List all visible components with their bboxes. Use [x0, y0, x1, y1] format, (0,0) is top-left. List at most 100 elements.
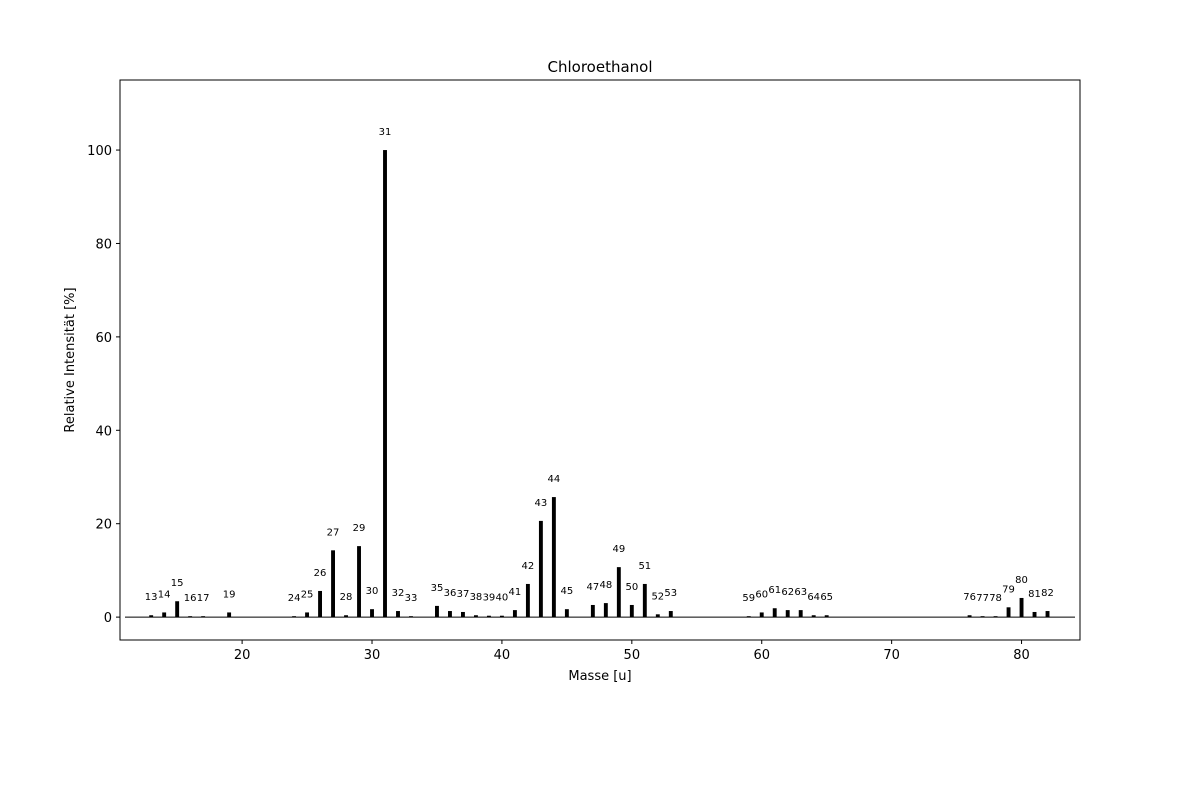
- peak-label: 28: [340, 592, 353, 603]
- peak-label: 45: [561, 586, 574, 597]
- bar: [785, 610, 790, 618]
- y-tick-label: 100: [87, 144, 112, 159]
- peak-label: 43: [535, 498, 548, 509]
- bar: [162, 612, 167, 618]
- peak-label: 59: [742, 593, 755, 604]
- bar: [344, 615, 348, 618]
- bar: [1045, 611, 1050, 618]
- peak-label: 63: [794, 587, 807, 598]
- y-tick-label: 80: [95, 237, 112, 252]
- bar: [409, 616, 413, 618]
- bar: [175, 601, 180, 618]
- peak-label: 61: [768, 585, 781, 596]
- bar: [318, 590, 323, 618]
- peak-label: 52: [651, 591, 664, 602]
- y-tick-label: 0: [104, 611, 112, 626]
- bar: [499, 615, 504, 618]
- peak-label: 31: [379, 127, 392, 138]
- bar: [993, 616, 998, 618]
- bar: [824, 615, 829, 618]
- chart-title: Chloroethanol: [548, 58, 653, 76]
- bar: [603, 603, 608, 618]
- bar: [227, 612, 232, 618]
- bar: [448, 611, 452, 618]
- bar: [461, 611, 465, 618]
- peak-label: 62: [781, 587, 794, 598]
- y-tick-label: 60: [95, 331, 112, 346]
- peak-label: 33: [405, 593, 418, 604]
- peak-label: 13: [145, 592, 158, 603]
- bar: [292, 616, 297, 618]
- peak-label: 35: [431, 583, 444, 594]
- bar: [616, 567, 621, 618]
- peak-label: 51: [638, 561, 651, 572]
- bar: [357, 546, 361, 618]
- peak-label: 44: [548, 474, 561, 485]
- peak-label: 82: [1041, 588, 1054, 599]
- peak-label: 26: [314, 568, 327, 579]
- bar: [331, 550, 335, 618]
- y-axis-label: Relative Intensität [%]: [63, 287, 78, 432]
- peak-label: 78: [989, 593, 1002, 604]
- bar: [642, 583, 647, 618]
- bar: [396, 611, 400, 618]
- x-tick-label: 50: [624, 648, 641, 663]
- peak-label: 25: [301, 589, 314, 600]
- peak-label: 77: [976, 593, 989, 604]
- peak-label: 40: [496, 593, 509, 604]
- bar: [201, 616, 206, 618]
- peak-label: 15: [171, 578, 184, 589]
- bar: [980, 616, 985, 618]
- peak-label: 17: [197, 593, 210, 604]
- peak-label: 47: [586, 582, 599, 593]
- peak-label: 41: [509, 587, 522, 598]
- bar: [538, 520, 543, 618]
- bar: [772, 608, 777, 618]
- peak-label: 38: [470, 592, 483, 603]
- bar: [564, 609, 569, 618]
- bar: [383, 150, 387, 618]
- peak-label: 39: [483, 593, 496, 604]
- x-tick-label: 70: [883, 648, 900, 663]
- y-tick-label: 40: [95, 424, 112, 439]
- peak-label: 29: [353, 523, 366, 534]
- bar: [967, 615, 972, 618]
- peak-label: 30: [366, 586, 379, 597]
- x-tick-label: 30: [364, 648, 381, 663]
- plot-frame: [119, 79, 1081, 641]
- peak-label: 36: [444, 588, 457, 599]
- peak-label: 64: [807, 592, 820, 603]
- peak-label: 37: [457, 589, 470, 600]
- peak-label: 80: [1015, 575, 1028, 586]
- bar: [1032, 611, 1037, 618]
- peak-label: 27: [327, 527, 340, 538]
- peak-label: 49: [612, 544, 625, 555]
- peak-label: 42: [522, 561, 535, 572]
- peak-label: 48: [599, 580, 612, 591]
- bar: [370, 609, 374, 618]
- peak-label: 50: [625, 582, 638, 593]
- peak-label: 60: [755, 589, 768, 600]
- peak-label: 19: [223, 589, 236, 600]
- bar: [668, 611, 673, 618]
- x-tick-label: 80: [1013, 648, 1030, 663]
- bar: [305, 612, 310, 618]
- peak-label: 24: [288, 593, 301, 604]
- x-axis-label: Masse [u]: [568, 669, 631, 684]
- peak-label: 53: [664, 588, 677, 599]
- bar: [473, 615, 478, 618]
- bar: [811, 615, 816, 618]
- x-tick-label: 60: [753, 648, 770, 663]
- bar: [551, 497, 556, 618]
- bar: [512, 610, 517, 618]
- bar: [629, 604, 634, 618]
- x-tick-label: 40: [494, 648, 511, 663]
- y-tick-label: 20: [95, 518, 112, 533]
- bar: [590, 604, 595, 618]
- peak-label: 14: [158, 589, 171, 600]
- bar: [188, 616, 193, 618]
- bar: [525, 583, 530, 618]
- x-tick-label: 20: [234, 648, 251, 663]
